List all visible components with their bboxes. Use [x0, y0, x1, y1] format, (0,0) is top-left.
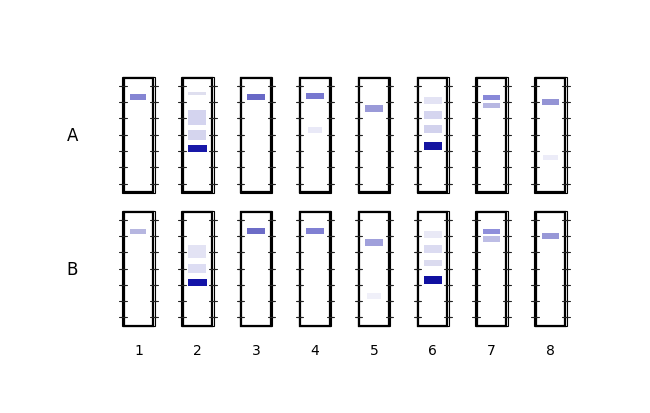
Bar — [122, 78, 155, 193]
Bar — [183, 212, 212, 326]
Text: 3: 3 — [252, 343, 261, 357]
Bar — [424, 126, 441, 134]
Bar — [541, 100, 560, 106]
Text: 6: 6 — [428, 343, 437, 357]
Bar — [475, 211, 508, 327]
Bar — [299, 78, 332, 193]
Bar — [359, 212, 389, 326]
Text: 5: 5 — [369, 343, 378, 357]
Bar — [188, 264, 207, 273]
Bar — [240, 78, 272, 193]
Text: 1: 1 — [134, 343, 143, 357]
Bar — [418, 212, 447, 326]
Bar — [181, 211, 213, 327]
Bar — [359, 78, 389, 192]
Bar — [534, 78, 567, 193]
Bar — [241, 212, 271, 326]
Bar — [365, 240, 383, 246]
Bar — [183, 78, 212, 192]
Bar — [536, 78, 566, 192]
Bar — [130, 95, 146, 101]
Bar — [477, 212, 506, 326]
Bar — [241, 78, 271, 192]
Bar — [300, 212, 330, 326]
Bar — [306, 229, 324, 234]
Bar — [475, 78, 508, 193]
Bar — [300, 78, 330, 192]
Text: 4: 4 — [311, 343, 319, 357]
Bar — [365, 106, 383, 112]
Bar — [124, 78, 153, 192]
Bar — [299, 211, 332, 327]
Text: B: B — [67, 260, 78, 278]
Bar — [483, 237, 500, 242]
Bar — [543, 155, 558, 161]
Bar — [188, 145, 207, 153]
Bar — [424, 232, 441, 238]
Bar — [130, 229, 146, 234]
Text: 7: 7 — [488, 343, 496, 357]
Bar — [424, 246, 441, 254]
Bar — [483, 229, 500, 234]
Text: A: A — [67, 126, 78, 145]
Bar — [424, 143, 442, 150]
Text: 2: 2 — [193, 343, 202, 357]
Bar — [181, 78, 213, 193]
Bar — [188, 111, 207, 126]
Bar — [541, 233, 560, 239]
Bar — [247, 229, 265, 234]
Bar — [188, 131, 207, 140]
Bar — [418, 78, 447, 192]
Bar — [122, 211, 155, 327]
Bar — [477, 78, 506, 192]
Bar — [124, 212, 153, 326]
Bar — [247, 95, 265, 101]
Bar — [188, 245, 207, 259]
Bar — [417, 211, 449, 327]
Bar — [188, 93, 207, 96]
Bar — [424, 260, 441, 267]
Bar — [417, 78, 449, 193]
Bar — [188, 279, 207, 286]
Bar — [483, 95, 500, 100]
Bar — [534, 211, 567, 327]
Bar — [367, 293, 382, 299]
Bar — [358, 211, 390, 327]
Bar — [424, 277, 442, 284]
Bar — [240, 211, 272, 327]
Bar — [424, 112, 441, 120]
Bar — [536, 212, 566, 326]
Text: 8: 8 — [546, 343, 555, 357]
Bar — [483, 103, 500, 109]
Bar — [307, 128, 322, 134]
Bar — [358, 78, 390, 193]
Bar — [424, 98, 441, 105]
Bar — [306, 94, 324, 100]
